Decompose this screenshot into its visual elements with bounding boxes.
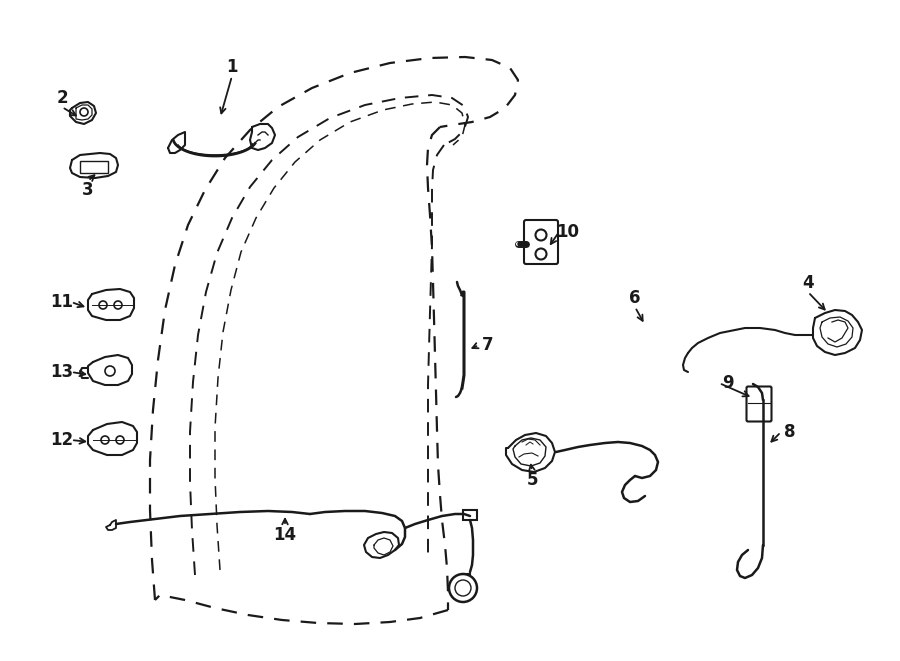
- Text: 2: 2: [56, 89, 68, 107]
- Text: 1: 1: [226, 58, 238, 76]
- FancyBboxPatch shape: [524, 220, 558, 264]
- Text: 3: 3: [82, 181, 94, 199]
- Text: 7: 7: [482, 336, 494, 354]
- FancyBboxPatch shape: [746, 387, 771, 422]
- Bar: [463, 510, 477, 520]
- Text: 4: 4: [802, 274, 814, 292]
- Text: 8: 8: [784, 423, 796, 441]
- Bar: [80, 161, 108, 173]
- Text: 5: 5: [526, 471, 538, 489]
- Text: 12: 12: [50, 431, 74, 449]
- Text: 9: 9: [722, 374, 734, 392]
- Text: 10: 10: [556, 223, 580, 241]
- Text: 11: 11: [50, 293, 74, 311]
- Text: 14: 14: [274, 526, 297, 544]
- Text: 6: 6: [629, 289, 641, 307]
- Text: 13: 13: [50, 363, 74, 381]
